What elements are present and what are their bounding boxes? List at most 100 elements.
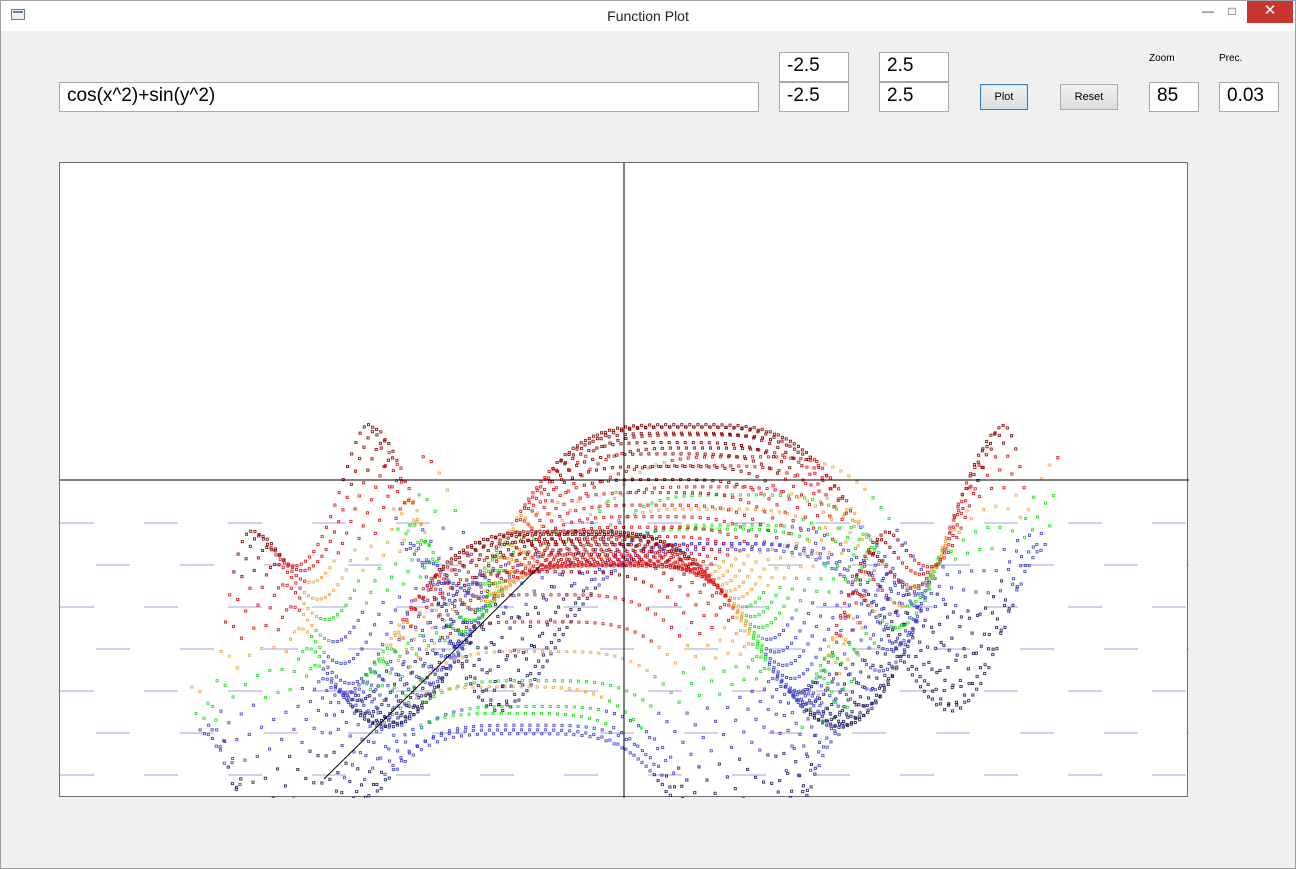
surface-point [484, 688, 488, 692]
title-bar[interactable]: Function Plot — □ ✕ [1, 1, 1295, 31]
surface-point [450, 602, 454, 606]
surface-point [511, 728, 515, 732]
surface-point [360, 677, 364, 681]
surface-point [792, 442, 796, 446]
precision-input[interactable]: 0.03 [1219, 82, 1279, 112]
close-button[interactable]: ✕ [1247, 1, 1293, 23]
surface-point [575, 447, 579, 451]
surface-point [384, 745, 388, 749]
surface-point [968, 486, 972, 490]
surface-point [435, 560, 439, 564]
surface-point [420, 677, 424, 681]
surface-point [910, 617, 914, 621]
surface-point [594, 493, 598, 497]
surface-point [969, 517, 973, 521]
surface-point [733, 446, 737, 450]
surface-point [989, 433, 993, 437]
surface-point [850, 721, 854, 725]
reset-button[interactable]: Reset [1060, 84, 1118, 110]
surface-point [766, 523, 770, 527]
surface-point [834, 672, 838, 676]
surface-point [485, 603, 489, 607]
x-max-input[interactable]: 2.5 [879, 52, 949, 82]
surface-point [504, 585, 508, 589]
surface-point [970, 569, 974, 573]
surface-point [344, 568, 348, 572]
surface-point [572, 713, 576, 717]
surface-point [774, 712, 778, 716]
maximize-button[interactable]: □ [1217, 1, 1247, 23]
surface-point [779, 680, 783, 684]
surface-point [984, 606, 988, 610]
surface-point [685, 711, 689, 715]
surface-point [495, 559, 499, 563]
surface-point [751, 517, 755, 521]
surface-point [702, 547, 706, 551]
surface-point [295, 568, 299, 572]
surface-point [787, 494, 791, 498]
surface-point [591, 537, 595, 541]
surface-point [397, 634, 401, 638]
surface-point [707, 465, 711, 469]
surface-point [1015, 549, 1019, 553]
surface-point [873, 668, 877, 672]
surface-point [901, 561, 905, 565]
surface-point [354, 703, 358, 707]
surface-point [335, 660, 339, 664]
surface-point [632, 435, 636, 439]
surface-point [720, 432, 724, 436]
surface-point [762, 590, 766, 594]
surface-point [763, 510, 767, 514]
surface-point [455, 589, 459, 593]
surface-point [613, 654, 617, 658]
surface-point [422, 634, 426, 638]
surface-point [727, 481, 731, 485]
surface-point [590, 526, 594, 530]
plot-button[interactable]: Plot [980, 84, 1028, 110]
minimize-button[interactable]: — [1193, 1, 1223, 23]
surface-point [677, 766, 681, 770]
surface-point [555, 561, 559, 565]
surface-point [629, 660, 633, 664]
surface-point [302, 601, 306, 605]
surface-point [950, 586, 954, 590]
surface-point [960, 500, 964, 504]
surface-point [668, 446, 672, 450]
surface-point [369, 544, 373, 548]
surface-point [598, 509, 602, 513]
surface-point [887, 662, 891, 666]
surface-point [858, 695, 862, 699]
surface-point [583, 537, 587, 541]
surface-point [462, 551, 466, 555]
plot-canvas[interactable] [59, 162, 1189, 798]
zoom-input[interactable]: 85 [1149, 82, 1199, 112]
surface-point [544, 542, 548, 546]
surface-point [884, 593, 888, 597]
surface-point [600, 728, 604, 732]
function-input[interactable]: cos(x^2)+sin(y^2) [59, 82, 759, 112]
surface-point [816, 482, 820, 486]
surface-point [863, 487, 867, 491]
surface-point [619, 427, 623, 431]
surface-point [441, 595, 445, 599]
surface-point [456, 642, 460, 646]
surface-point [316, 754, 320, 758]
surface-point [410, 599, 414, 603]
x-min-input[interactable]: -2.5 [779, 52, 849, 82]
surface-point [796, 700, 800, 704]
surface-point [584, 454, 588, 458]
surface-point [273, 549, 277, 553]
y-min-input[interactable]: -2.5 [779, 82, 849, 112]
surface-point [995, 617, 999, 621]
zoom-label: Zoom [1149, 53, 1175, 64]
surface-point [707, 573, 711, 577]
surface-point [531, 712, 535, 716]
surface-point [661, 485, 665, 489]
surface-point [609, 523, 613, 527]
surface-point [468, 641, 472, 645]
surface-point [837, 713, 841, 717]
y-max-input[interactable]: 2.5 [879, 82, 949, 112]
surface-point [574, 601, 578, 605]
surface-point [327, 617, 331, 621]
surface-point [883, 686, 887, 690]
